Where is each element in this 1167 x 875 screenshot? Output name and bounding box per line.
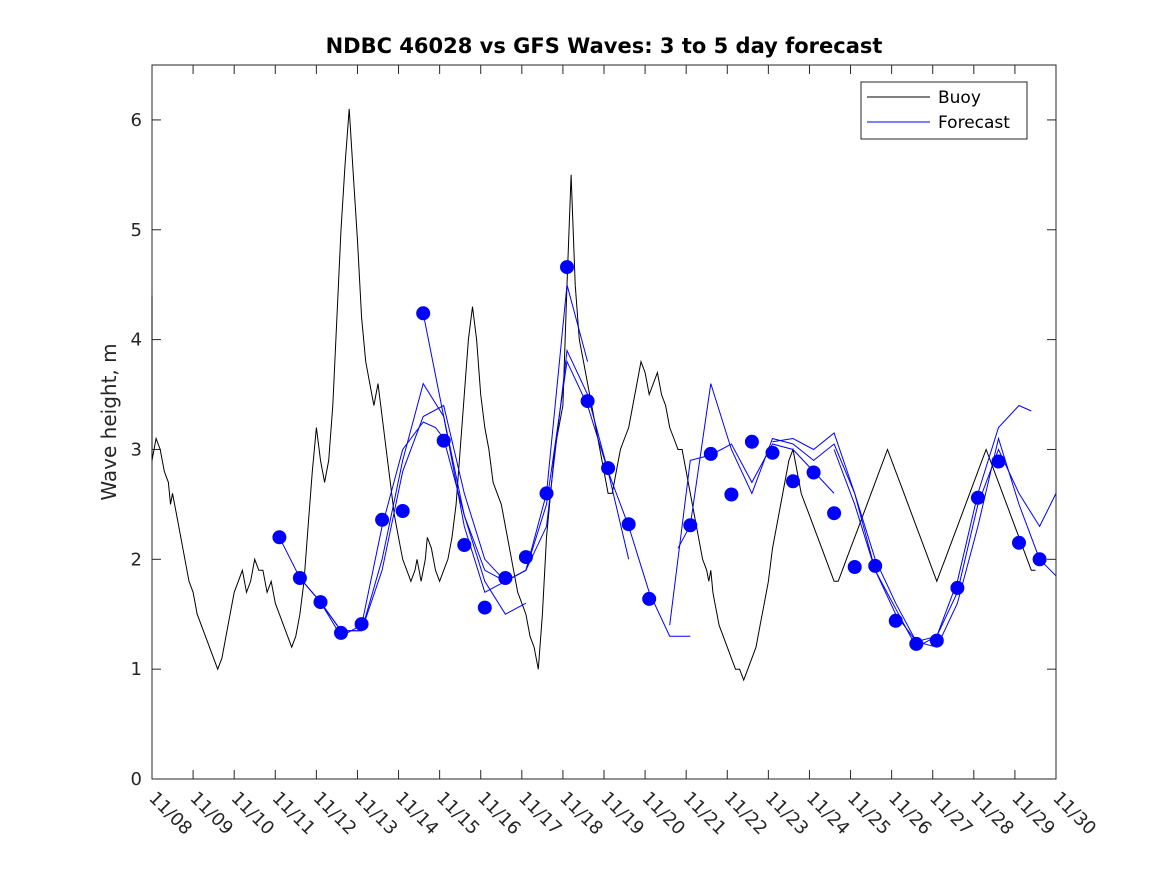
plot-lines xyxy=(151,108,1057,682)
forecast-point xyxy=(416,306,431,321)
forecast-point xyxy=(642,591,657,606)
forecast-point xyxy=(313,595,328,610)
forecast-point xyxy=(457,538,472,552)
y-tick-label: 1 xyxy=(131,659,142,680)
forecast-point xyxy=(272,530,287,545)
y-tick-label: 6 xyxy=(131,110,142,131)
forecast-point xyxy=(950,580,965,595)
y-tick-label: 5 xyxy=(131,220,142,241)
forecast-point xyxy=(827,506,842,521)
y-tick-label: 4 xyxy=(131,330,142,351)
forecast-point xyxy=(806,465,821,480)
forecast-run-line-5 xyxy=(669,443,835,626)
forecast-point xyxy=(518,550,533,565)
forecast-point xyxy=(621,517,636,532)
forecast-point xyxy=(498,571,513,585)
legend-buoy-label: Buoy xyxy=(938,88,981,108)
legend-forecast-label: Forecast xyxy=(938,113,1010,133)
forecast-point xyxy=(868,558,883,573)
forecast-point xyxy=(970,490,985,505)
forecast-point xyxy=(703,446,718,461)
forecast-point xyxy=(292,571,307,585)
forecast-point xyxy=(580,394,595,409)
legend-box xyxy=(860,81,1028,140)
y-tick-label: 3 xyxy=(131,439,142,460)
legend: Buoy Forecast xyxy=(860,81,1028,140)
forecast-point xyxy=(765,445,780,460)
plot-markers xyxy=(272,260,1047,651)
forecast-point xyxy=(375,512,390,527)
forecast-point xyxy=(601,461,616,476)
y-axis-label: Wave height, m xyxy=(97,343,121,500)
forecast-point xyxy=(477,600,492,615)
forecast-point xyxy=(744,434,759,449)
forecast-point xyxy=(909,636,924,651)
forecast-run-line-6 xyxy=(677,383,1057,648)
forecast-run-line-2 xyxy=(299,284,589,632)
forecast-point xyxy=(539,486,554,501)
forecast-point xyxy=(560,260,574,275)
y-tick-label: 0 xyxy=(131,769,142,790)
forecast-point xyxy=(786,474,800,489)
forecast-point xyxy=(1032,552,1047,567)
chart-title: NDBC 46028 vs GFS Waves: 3 to 5 day fore… xyxy=(326,34,883,58)
forecast-point xyxy=(683,518,698,533)
forecast-point xyxy=(847,560,862,574)
forecast-point xyxy=(724,487,739,502)
forecast-point xyxy=(334,625,348,640)
plot-area xyxy=(151,64,1057,780)
forecast-run-line-3 xyxy=(320,348,630,637)
buoy-series-line xyxy=(151,108,1036,682)
y-tick-label: 2 xyxy=(131,549,142,570)
forecast-point xyxy=(354,617,369,632)
forecast-point xyxy=(929,633,944,648)
forecast-point xyxy=(436,433,451,448)
forecast-point xyxy=(991,454,1006,469)
forecast-point xyxy=(888,613,903,628)
forecast-point xyxy=(1012,535,1026,550)
forecast-point xyxy=(395,504,410,518)
forecast-run-line-4 xyxy=(422,313,691,637)
